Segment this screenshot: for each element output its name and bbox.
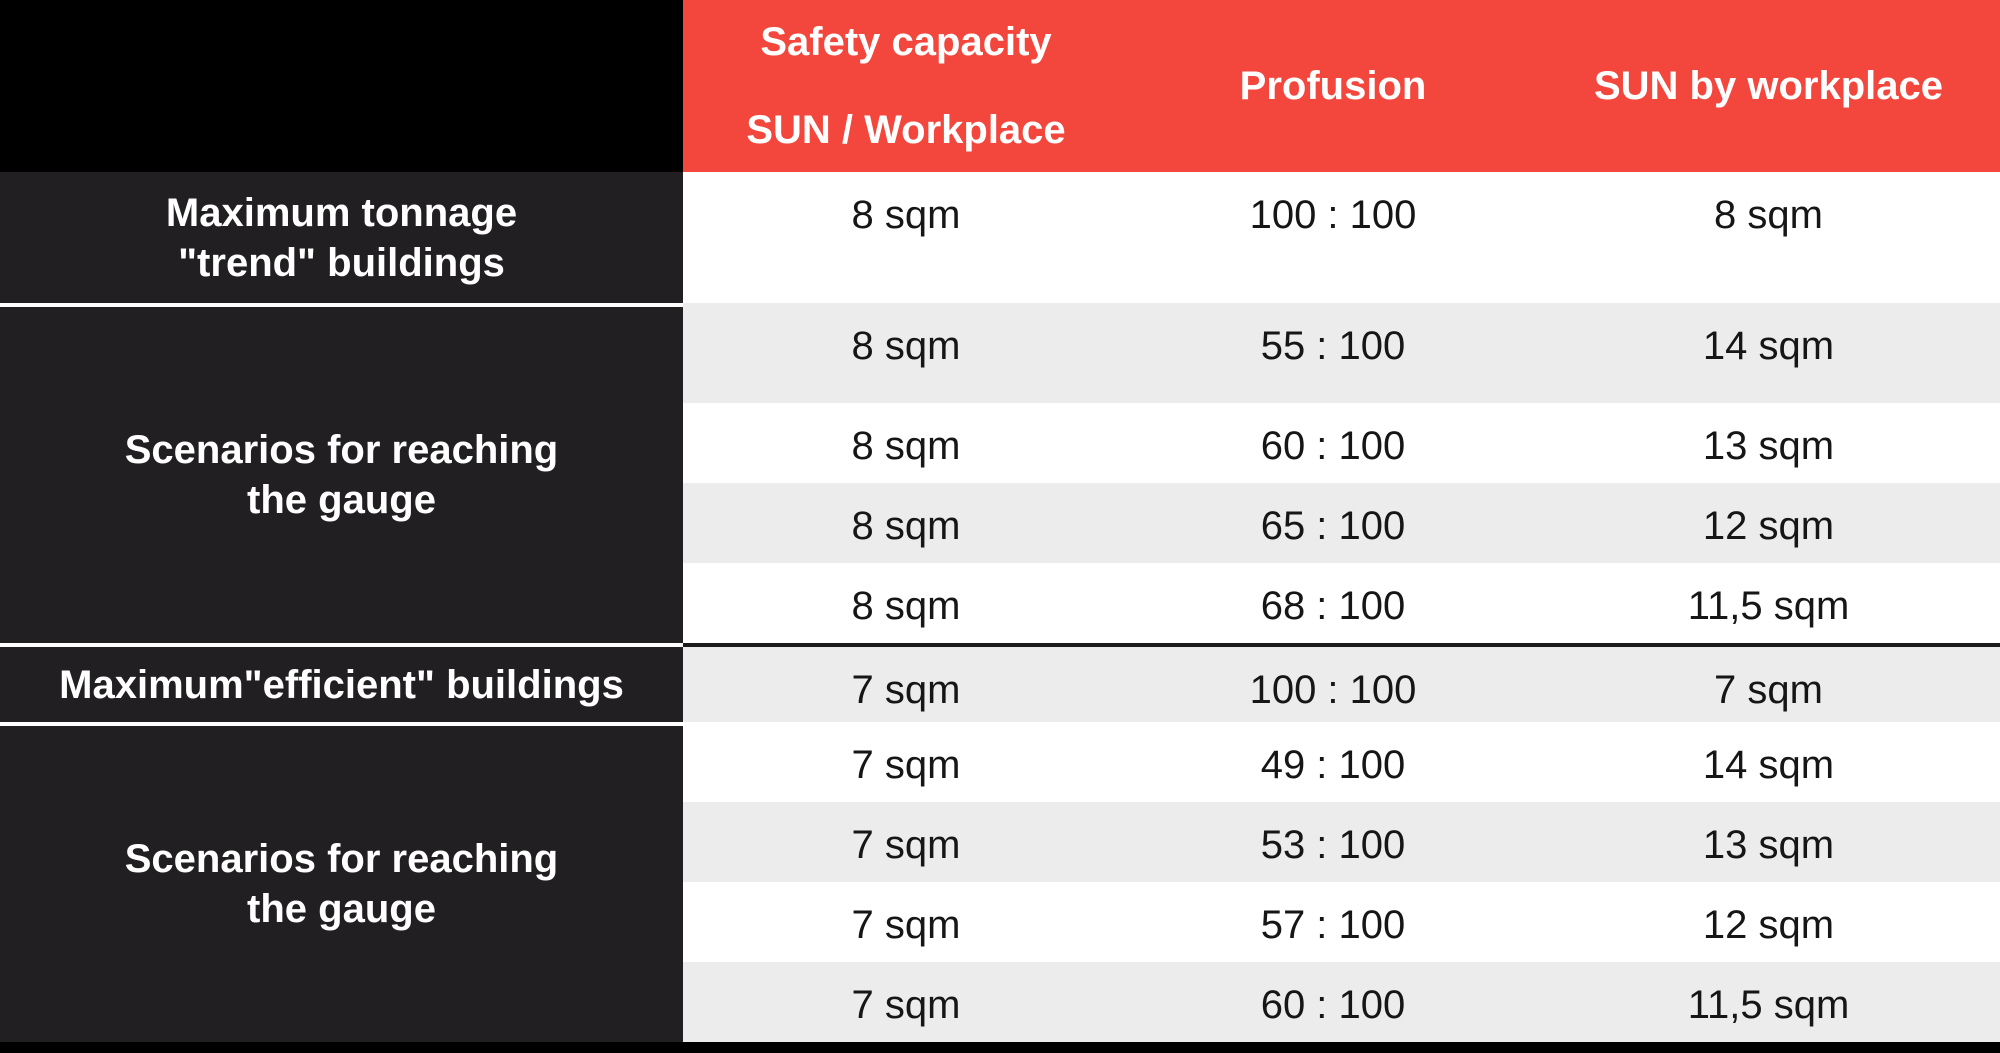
row-label-line: the gauge bbox=[247, 887, 436, 931]
row-label-maximum-trend-buildings: Maximum tonnage "trend" buildings bbox=[0, 172, 683, 303]
cell-capacity-row10: 7 sqm bbox=[683, 962, 1129, 1042]
row-label-scenarios-efficient: Scenarios for reaching the gauge bbox=[0, 722, 683, 1042]
cell-sun-row10: 11,5 sqm bbox=[1537, 962, 2000, 1042]
cell-sun-row6: 7 sqm bbox=[1537, 643, 2000, 722]
cell-capacity-row6: 7 sqm bbox=[683, 643, 1129, 722]
header-profusion-label: Profusion bbox=[1239, 64, 1427, 108]
cell-sun-row2: 14 sqm bbox=[1537, 303, 2000, 403]
cell-profusion-row6: 100 : 100 bbox=[1129, 643, 1537, 722]
cell-capacity-row4: 8 sqm bbox=[683, 483, 1129, 563]
cell-profusion-row5: 68 : 100 bbox=[1129, 563, 1537, 643]
cell-sun-row8: 13 sqm bbox=[1537, 802, 2000, 882]
cell-sun-row9: 12 sqm bbox=[1537, 882, 2000, 962]
header-sun-by-workplace-label: SUN by workplace bbox=[1593, 64, 1943, 108]
cell-sun-row1: 8 sqm bbox=[1537, 172, 2000, 303]
cell-profusion-row2: 55 : 100 bbox=[1129, 303, 1537, 403]
header-sun-by-workplace: SUN by workplace bbox=[1537, 0, 2000, 172]
table-corner-cell bbox=[0, 0, 683, 172]
cell-sun-row5: 11,5 sqm bbox=[1537, 563, 2000, 643]
header-profusion: Profusion bbox=[1129, 0, 1537, 172]
cell-capacity-row5: 8 sqm bbox=[683, 563, 1129, 643]
row-label-scenarios-trend: Scenarios for reaching the gauge bbox=[0, 303, 683, 643]
cell-sun-row4: 12 sqm bbox=[1537, 483, 2000, 563]
row-label-maximum-efficient-buildings: Maximum"efficient" buildings bbox=[0, 643, 683, 722]
header-safety-capacity-line2: SUN / Workplace bbox=[746, 108, 1066, 152]
cell-profusion-row4: 65 : 100 bbox=[1129, 483, 1537, 563]
header-safety-capacity-line1: Safety capacity bbox=[760, 20, 1052, 64]
header-safety-capacity: Safety capacity SUN / Workplace bbox=[683, 0, 1129, 172]
cell-profusion-row3: 60 : 100 bbox=[1129, 403, 1537, 483]
cell-sun-row3: 13 sqm bbox=[1537, 403, 2000, 483]
cell-profusion-row7: 49 : 100 bbox=[1129, 722, 1537, 802]
row-label-line: Scenarios for reaching bbox=[124, 428, 559, 472]
cell-profusion-row9: 57 : 100 bbox=[1129, 882, 1537, 962]
row-label-line: "trend" buildings bbox=[178, 240, 505, 285]
cell-capacity-row7: 7 sqm bbox=[683, 722, 1129, 802]
row-label-line: the gauge bbox=[247, 478, 436, 522]
row-label-line: Maximum tonnage bbox=[165, 190, 518, 235]
row-label-line: Maximum"efficient" buildings bbox=[59, 662, 624, 707]
cell-capacity-row3: 8 sqm bbox=[683, 403, 1129, 483]
cell-sun-row7: 14 sqm bbox=[1537, 722, 2000, 802]
cell-capacity-row2: 8 sqm bbox=[683, 303, 1129, 403]
bottom-edge-strip bbox=[0, 1042, 2000, 1053]
row-label-line: Scenarios for reaching bbox=[124, 837, 559, 881]
cell-capacity-row8: 7 sqm bbox=[683, 802, 1129, 882]
cell-profusion-row1: 100 : 100 bbox=[1129, 172, 1537, 303]
cell-capacity-row1: 8 sqm bbox=[683, 172, 1129, 303]
cell-profusion-row8: 53 : 100 bbox=[1129, 802, 1537, 882]
cell-profusion-row10: 60 : 100 bbox=[1129, 962, 1537, 1042]
cell-capacity-row9: 7 sqm bbox=[683, 882, 1129, 962]
